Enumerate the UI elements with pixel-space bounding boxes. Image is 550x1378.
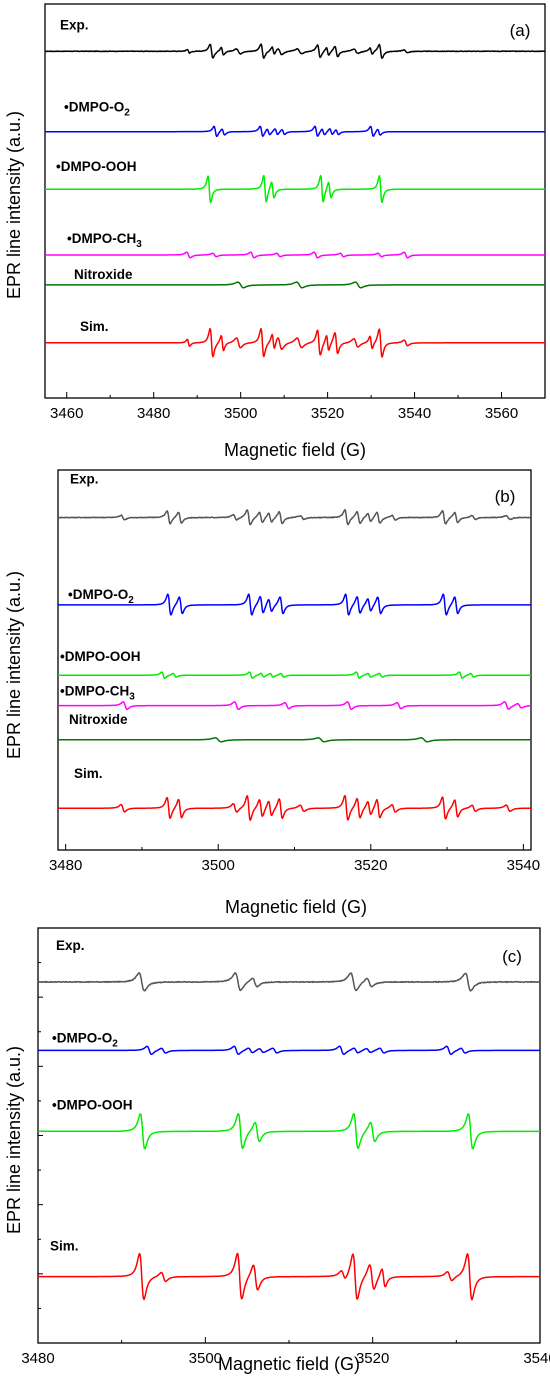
trace--dmpo-o2 [37, 1045, 541, 1056]
x-tick-label: 3540 [507, 857, 540, 874]
trace-sim- [57, 794, 532, 821]
series-label: •DMPO-O2 [52, 1030, 118, 1049]
series-label: Exp. [70, 472, 99, 487]
series-label: Sim. [74, 766, 103, 781]
traces: Exp. •DMPO-O2 •DMPO-OOH Sim. [37, 938, 541, 1301]
trace-sim- [37, 1252, 541, 1301]
series-label: Sim. [80, 319, 109, 334]
x-tick-label: 3560 [485, 405, 518, 422]
series-label: •DMPO-CH3 [67, 231, 142, 250]
x-axis-label: Magnetic field (G) [224, 440, 366, 460]
x-tick-label: 3460 [50, 405, 83, 422]
trace--dmpo-o2 [57, 593, 532, 616]
plot-frame [44, 3, 546, 399]
traces: Exp. •DMPO-O2 •DMPO-OOH •DMPO-CH3 Nitroxide S… [57, 472, 532, 821]
series-label: •DMPO-CH3 [60, 684, 135, 703]
x-tick-label: 3520 [354, 857, 387, 874]
series-label: •DMPO-O2 [68, 587, 134, 606]
trace--dmpo-o2 [44, 125, 546, 138]
x-axis-ticks: 3480 3500 3520 3540 [49, 844, 540, 874]
panel-letter: (a) [510, 21, 531, 40]
traces: Exp. •DMPO-O2 •DMPO-OOH •DMPO-CH3 Nitroxide S… [44, 17, 546, 358]
x-axis-label: Magnetic field (G) [218, 1354, 360, 1374]
trace-nitroxide [57, 737, 532, 743]
series-label: Exp. [60, 17, 89, 32]
panel-b: Exp. •DMPO-O2 •DMPO-OOH •DMPO-CH3 Nitroxide S… [49, 469, 540, 917]
trace-nitroxide [44, 281, 546, 289]
trace--dmpo-ooh [37, 1112, 541, 1150]
series-label: •DMPO-OOH [52, 1097, 132, 1112]
x-tick-label: 3520 [311, 405, 344, 422]
trace--dmpo-ch3 [57, 701, 532, 711]
y-axis-label-a: EPR line intensity (a.u.) [4, 111, 24, 299]
panel-letter: (b) [495, 487, 516, 506]
series-label: Nitroxide [74, 267, 133, 282]
trace--dmpo-ooh [57, 671, 532, 679]
x-tick-label: 3540 [523, 1350, 550, 1367]
y-axis-label-c: EPR line intensity (a.u.) [4, 1046, 24, 1234]
series-label: Sim. [50, 1239, 79, 1254]
x-tick-label: 3520 [356, 1350, 389, 1367]
x-tick-label: 3540 [398, 405, 431, 422]
x-axis-ticks: 3460 3480 3500 3520 3540 3560 [50, 392, 546, 422]
x-axis-ticks: 3480 3500 3520 3540 [21, 962, 550, 1367]
trace--dmpo-ch3 [44, 251, 546, 259]
series-label: Exp. [56, 938, 85, 953]
series-label: •DMPO-O2 [64, 100, 130, 119]
trace--dmpo-ooh [44, 174, 546, 204]
trace-exp- [44, 43, 546, 59]
x-tick-label: 3500 [189, 1350, 222, 1367]
plot-frame [37, 927, 541, 1344]
panel-letter: (c) [502, 947, 522, 966]
trace-exp- [37, 972, 541, 992]
x-tick-label: 3500 [202, 857, 235, 874]
y-axis-label-b: EPR line intensity (a.u.) [4, 571, 24, 759]
x-tick-label: 3480 [137, 405, 170, 422]
series-label: Nitroxide [69, 712, 128, 727]
x-tick-label: 3500 [224, 405, 257, 422]
x-tick-label: 3480 [49, 857, 82, 874]
panel-a: Exp. •DMPO-O2 •DMPO-OOH •DMPO-CH3 Nitroxide S… [44, 3, 546, 460]
panel-c: Exp. •DMPO-O2 •DMPO-OOH Sim. 3480 3500 3520 35… [21, 927, 550, 1374]
trace-sim- [44, 327, 546, 358]
series-label: •DMPO-OOH [60, 649, 140, 664]
series-label: •DMPO-OOH [56, 159, 136, 174]
trace-exp- [57, 508, 532, 526]
x-axis-label: Magnetic field (G) [225, 897, 367, 917]
x-tick-label: 3480 [21, 1350, 54, 1367]
